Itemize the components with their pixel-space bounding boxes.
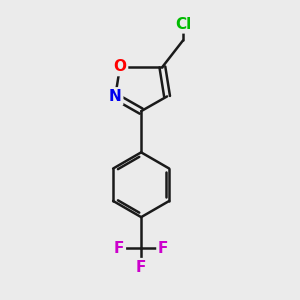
Text: Cl: Cl (175, 17, 191, 32)
Text: N: N (109, 89, 122, 104)
Text: O: O (113, 59, 127, 74)
Text: F: F (114, 241, 124, 256)
Text: F: F (158, 241, 168, 256)
Text: F: F (136, 260, 146, 275)
